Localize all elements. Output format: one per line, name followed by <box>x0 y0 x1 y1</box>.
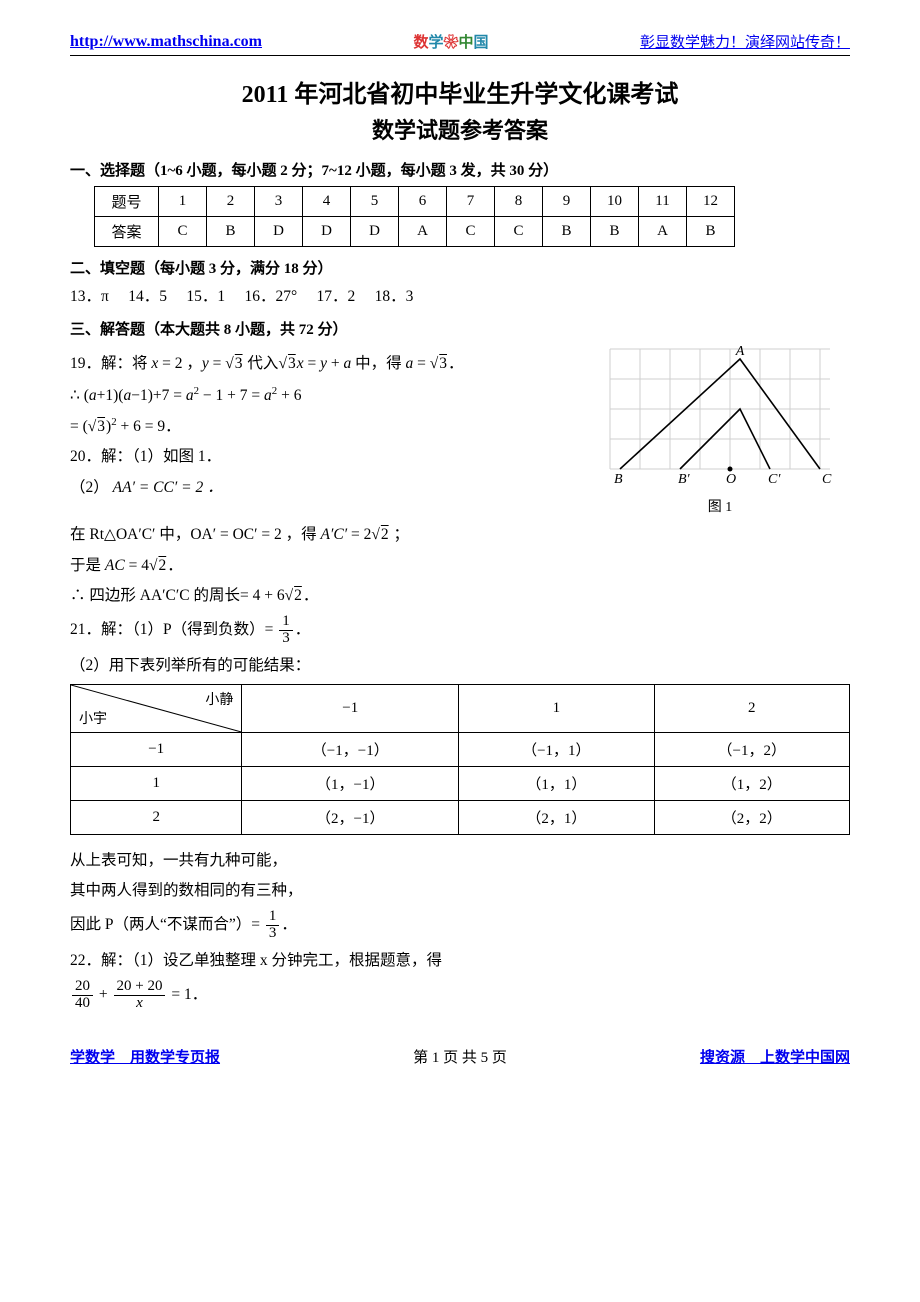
svg-text:B′: B′ <box>678 472 691 487</box>
ans-val: D <box>255 217 303 247</box>
ans-val: B <box>543 217 591 247</box>
ans-num: 8 <box>495 187 543 217</box>
ans-num: 5 <box>351 187 399 217</box>
prob-cell: （−1，1） <box>459 732 654 766</box>
ans-val: C <box>447 217 495 247</box>
ans-num: 2 <box>207 187 255 217</box>
q22-line1: 22．解：（1）设乙单独整理 x 分钟完工，根据题意，得 <box>70 949 850 972</box>
prob-cell: （1，2） <box>654 766 849 800</box>
footer-center: 第 1 页 共 5 页 <box>413 1046 507 1067</box>
section2-items: 13．π 14．5 15．1 16．27° 17．2 18．3 <box>70 285 850 308</box>
ans-num: 4 <box>303 187 351 217</box>
q20-line2: （2） AA′ = CC′ = 2 ． <box>70 476 590 499</box>
ans-num: 6 <box>399 187 447 217</box>
ans-num: 11 <box>639 187 687 217</box>
prob-row-head: 2 <box>71 800 242 834</box>
page-footer: 学数学 用数学专页报 第 1 页 共 5 页 搜资源 上数学中国网 <box>70 1046 850 1067</box>
prob-cell: （2，1） <box>459 800 654 834</box>
q20-line4: 于是 AC = 4√2． <box>70 554 850 577</box>
ans-num: 12 <box>687 187 735 217</box>
prob-table-header-diag: 小静 小宇 <box>71 684 242 732</box>
ans-val: C <box>159 217 207 247</box>
q20-line5: ∴ 四边形 AA′C′C 的周长= 4 + 6√2． <box>70 584 850 607</box>
q21-line2: （2）用下表列举所有的可能结果： <box>70 654 850 677</box>
ans-row-label: 答案 <box>95 217 159 247</box>
prob-cell: （−1，2） <box>654 732 849 766</box>
title-sub: 数学试题参考答案 <box>70 113 850 145</box>
header-tagline: 彰显数学魅力！演绎网站传奇！ <box>640 31 850 52</box>
section2-heading: 二、填空题（每小题 3 分，满分 18 分） <box>70 257 850 278</box>
prob-col-head: 1 <box>459 684 654 732</box>
ans-val: C <box>495 217 543 247</box>
ans-val: B <box>591 217 639 247</box>
q19-line1: 19．解：将 x = 2 ，y = √3 代入√3x = y + a 中，得 a… <box>70 352 590 375</box>
header-url[interactable]: http://www.mathschina.com <box>70 33 262 51</box>
probability-table: 小静 小宇 −1 1 2 −1 （−1，−1） （−1，1） （−1，2） 1 … <box>70 684 850 835</box>
q19-line2: ∴ (a+1)(a−1)+7 = a2 − 1 + 7 = a2 + 6 <box>70 383 590 407</box>
q20-line3: 在 Rt△OA′C′ 中，OA′ = OC′ = 2 ，得 A′C′ = 2√2… <box>70 523 850 546</box>
section3-heading: 三、解答题（本大题共 8 小题，共 72 分） <box>70 318 850 339</box>
q21-p1: 从上表可知，一共有九种可能， <box>70 849 850 872</box>
prob-cell: （2，2） <box>654 800 849 834</box>
prob-row-head: −1 <box>71 732 242 766</box>
ans-num: 9 <box>543 187 591 217</box>
q21-line1: 21．解：（1）P（得到负数）= 13． <box>70 614 850 647</box>
ans-num: 10 <box>591 187 639 217</box>
prob-cell: （−1，−1） <box>242 732 459 766</box>
prob-cell: （1，−1） <box>242 766 459 800</box>
q19-line3: = (√3)2 + 6 = 9． <box>70 414 590 438</box>
page-header: http://www.mathschina.com 数学❀中国 彰显数学魅力！演… <box>70 30 850 56</box>
answer-table: 题号 1 2 3 4 5 6 7 8 9 10 11 12 答案 C B D D… <box>94 186 735 247</box>
svg-text:C′: C′ <box>768 472 781 487</box>
ans-val: A <box>399 217 447 247</box>
section1-heading: 一、选择题（1~6 小题，每小题 2 分；7~12 小题，每小题 3 发，共 3… <box>70 159 850 180</box>
svg-text:A: A <box>735 344 745 359</box>
header-logo: 数学❀中国 <box>409 30 492 53</box>
q21-p3: 因此 P（两人“不谋而合”）= 13． <box>70 909 850 942</box>
ans-val: B <box>207 217 255 247</box>
svg-text:B: B <box>614 472 623 487</box>
ans-val: D <box>351 217 399 247</box>
prob-col-head: 2 <box>654 684 849 732</box>
ans-val: B <box>687 217 735 247</box>
ans-val: D <box>303 217 351 247</box>
ans-row-label: 题号 <box>95 187 159 217</box>
prob-cell: （2，−1） <box>242 800 459 834</box>
q22-eq: 2040 + 20 + 20x = 1． <box>70 979 850 1012</box>
prob-cell: （1，1） <box>459 766 654 800</box>
svg-text:C: C <box>822 472 832 487</box>
ans-num: 3 <box>255 187 303 217</box>
svg-text:O: O <box>726 472 736 487</box>
footer-right[interactable]: 搜资源 上数学中国网 <box>700 1046 850 1067</box>
figure-1-caption: 图 1 <box>590 496 850 516</box>
prob-col-head: −1 <box>242 684 459 732</box>
ans-num: 7 <box>447 187 495 217</box>
ans-num: 1 <box>159 187 207 217</box>
ans-val: A <box>639 217 687 247</box>
footer-left[interactable]: 学数学 用数学专页报 <box>70 1046 220 1067</box>
q20-line1: 20．解：（1）如图 1． <box>70 445 590 468</box>
figure-1: A B C B′ C′ O <box>600 339 840 489</box>
q21-p2: 其中两人得到的数相同的有三种， <box>70 879 850 902</box>
title-main: 2011 年河北省初中毕业生升学文化课考试 <box>70 74 850 109</box>
prob-row-head: 1 <box>71 766 242 800</box>
